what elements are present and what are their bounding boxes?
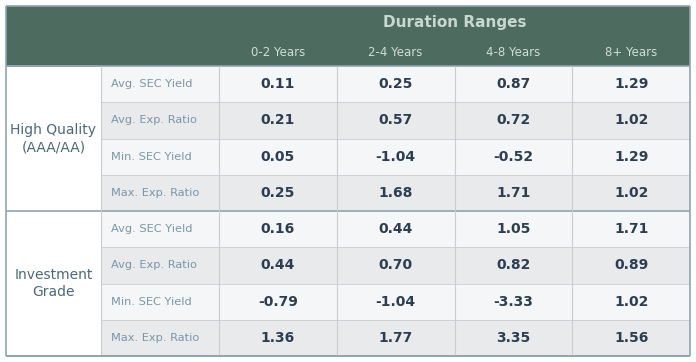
Bar [454, 283, 572, 320]
Text: Avg. Exp. Ratio: Avg. Exp. Ratio [111, 260, 197, 270]
Bar [454, 175, 572, 211]
Bar [337, 175, 454, 211]
Bar [337, 247, 454, 283]
Bar [454, 139, 572, 175]
Bar [101, 102, 219, 139]
Bar [219, 211, 337, 247]
Bar [337, 320, 454, 356]
Text: 1.56: 1.56 [614, 331, 648, 345]
Bar [454, 102, 572, 139]
Bar [219, 175, 337, 211]
Bar [219, 102, 337, 139]
Bar [219, 320, 337, 356]
Text: 0.05: 0.05 [261, 150, 295, 164]
Bar [101, 66, 219, 102]
Text: Duration Ranges: Duration Ranges [383, 16, 526, 30]
Text: 2-4 Years: 2-4 Years [368, 46, 422, 59]
Bar [101, 175, 219, 211]
Text: Avg. SEC Yield: Avg. SEC Yield [111, 224, 193, 234]
Bar [572, 66, 690, 102]
Text: -0.52: -0.52 [493, 150, 533, 164]
Bar [337, 66, 454, 102]
Text: 0.11: 0.11 [261, 77, 295, 91]
Text: 0.25: 0.25 [261, 186, 295, 200]
Text: 1.77: 1.77 [379, 331, 413, 345]
Text: 1.71: 1.71 [614, 222, 648, 236]
Text: 0.87: 0.87 [496, 77, 530, 91]
Bar [572, 211, 690, 247]
Bar [219, 66, 337, 102]
Bar [219, 283, 337, 320]
Text: 4-8 Years: 4-8 Years [487, 46, 541, 59]
Text: 0-2 Years: 0-2 Years [251, 46, 305, 59]
Text: High Quality
(AAA/AA): High Quality (AAA/AA) [10, 123, 97, 154]
Bar [6, 6, 690, 66]
Bar [101, 211, 219, 247]
Bar [572, 139, 690, 175]
Bar [101, 139, 219, 175]
Bar [454, 247, 572, 283]
Text: 1.02: 1.02 [614, 295, 648, 309]
Text: 1.02: 1.02 [614, 113, 648, 127]
Text: 1.02: 1.02 [614, 186, 648, 200]
Bar [337, 283, 454, 320]
Text: 0.16: 0.16 [261, 222, 295, 236]
Text: Max. Exp. Ratio: Max. Exp. Ratio [111, 333, 199, 343]
Text: 0.44: 0.44 [379, 222, 413, 236]
Bar [6, 211, 101, 356]
Bar [572, 320, 690, 356]
Text: 0.21: 0.21 [261, 113, 295, 127]
Bar [337, 211, 454, 247]
Text: 1.71: 1.71 [496, 186, 530, 200]
Text: 1.29: 1.29 [614, 77, 648, 91]
Bar [337, 139, 454, 175]
Text: 0.70: 0.70 [379, 258, 413, 272]
Bar [572, 102, 690, 139]
Bar [219, 247, 337, 283]
Bar [454, 320, 572, 356]
Bar [572, 175, 690, 211]
Bar [6, 66, 101, 211]
Text: Investment
Grade: Investment Grade [15, 268, 93, 299]
Text: -1.04: -1.04 [376, 295, 416, 309]
Text: 8+ Years: 8+ Years [605, 46, 657, 59]
Text: 0.72: 0.72 [496, 113, 530, 127]
Bar [337, 102, 454, 139]
Text: 0.25: 0.25 [379, 77, 413, 91]
Bar [454, 211, 572, 247]
Text: 0.44: 0.44 [261, 258, 295, 272]
Bar [454, 66, 572, 102]
Text: Avg. Exp. Ratio: Avg. Exp. Ratio [111, 115, 197, 125]
Text: -1.04: -1.04 [376, 150, 416, 164]
Bar [572, 283, 690, 320]
Text: 0.82: 0.82 [496, 258, 530, 272]
Text: Max. Exp. Ratio: Max. Exp. Ratio [111, 188, 199, 198]
Bar [101, 247, 219, 283]
Text: 1.05: 1.05 [496, 222, 530, 236]
Text: 0.57: 0.57 [379, 113, 413, 127]
Text: Min. SEC Yield: Min. SEC Yield [111, 152, 192, 161]
Text: 3.35: 3.35 [496, 331, 530, 345]
Bar [101, 320, 219, 356]
Text: -3.33: -3.33 [493, 295, 533, 309]
Text: 1.68: 1.68 [379, 186, 413, 200]
Text: -0.79: -0.79 [258, 295, 298, 309]
Text: 1.29: 1.29 [614, 150, 648, 164]
Bar [101, 283, 219, 320]
Bar [572, 247, 690, 283]
Text: 1.36: 1.36 [261, 331, 295, 345]
Text: Avg. SEC Yield: Avg. SEC Yield [111, 79, 193, 89]
Bar [219, 139, 337, 175]
Text: Min. SEC Yield: Min. SEC Yield [111, 296, 192, 307]
Text: 0.89: 0.89 [614, 258, 648, 272]
